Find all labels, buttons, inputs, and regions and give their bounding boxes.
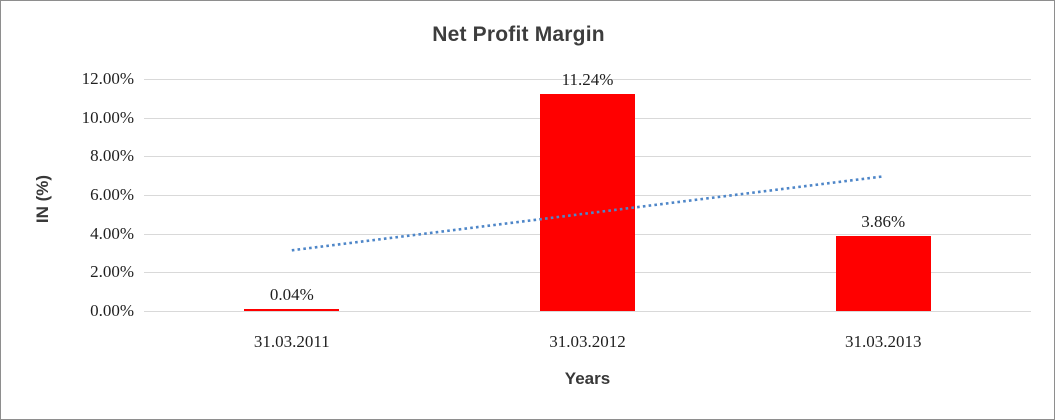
y-axis-tick-label: 4.00%	[90, 223, 134, 243]
gridline	[144, 311, 1031, 312]
x-axis-title: Years	[564, 369, 611, 388]
y-axis-tick-label: 6.00%	[90, 185, 134, 204]
gridline	[144, 79, 1031, 80]
x-axis-tick-label: 31.03.2013	[844, 332, 922, 351]
y-axis-tick-label: 10.00%	[81, 107, 134, 127]
data-label-31-03-2012: 11.24%	[561, 69, 614, 89]
y-axis-tick-label: 2.00%	[90, 262, 134, 282]
data-label-31-03-2013: 3.86%	[861, 212, 906, 232]
y-axis-tick-label: 12.00%	[81, 69, 134, 88]
chart-title: Net Profit Margin	[432, 23, 605, 46]
bar-31-03-2013	[835, 236, 931, 311]
bar-31-03-2012	[540, 93, 635, 311]
y-axis-tick-label: 0.00%	[90, 301, 134, 320]
y-axis-tick-label: 8.00%	[90, 146, 134, 166]
x-axis-tick-label: 31.03.2011	[253, 332, 330, 351]
bar-31-03-2011	[244, 309, 340, 311]
data-label-31-03-2011: 0.04%	[269, 285, 314, 304]
x-axis-tick-label: 31.03.2012	[549, 332, 626, 351]
